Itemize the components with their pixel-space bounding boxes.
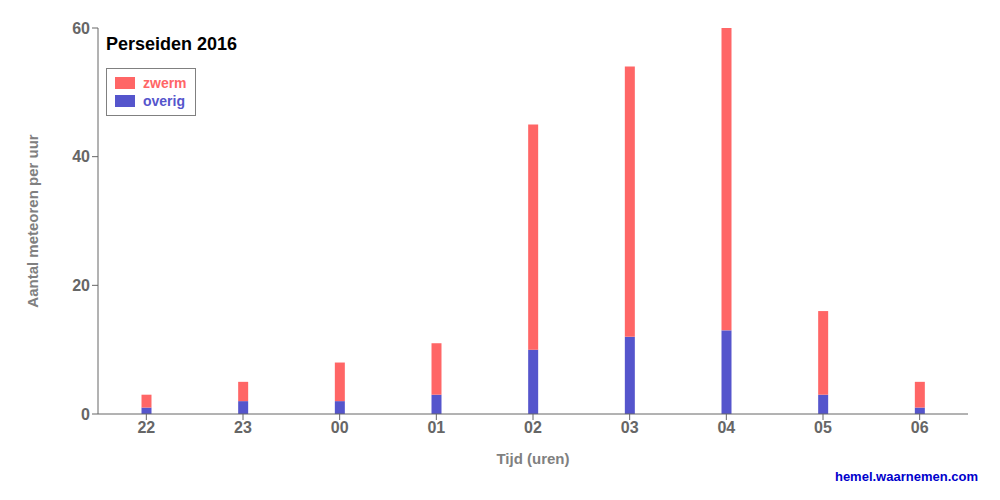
svg-text:23: 23 [234,419,252,436]
svg-text:20: 20 [72,277,90,294]
svg-text:40: 40 [72,148,90,165]
svg-text:03: 03 [621,419,639,436]
html-text:overig: overig [143,93,185,109]
svg-text:02: 02 [524,419,542,436]
svg-text:Tijd (uren): Tijd (uren) [496,450,569,467]
svg-text:60: 60 [72,20,90,37]
svg-text:0: 0 [81,406,90,423]
svg-text:Aantal meteoren per uur: Aantal meteoren per uur [24,134,41,308]
html-text:zwerm: zwerm [143,75,187,91]
svg-text:01: 01 [427,419,445,436]
svg-text:04: 04 [717,419,735,436]
svg-text:05: 05 [814,419,832,436]
html-text:hemel.waarnemen.com: hemel.waarnemen.com [834,469,978,484]
html-text:Perseiden 2016: Perseiden 2016 [106,34,238,54]
svg-text:00: 00 [331,419,349,436]
svg-text:22: 22 [137,419,155,436]
svg-text:06: 06 [911,419,929,436]
